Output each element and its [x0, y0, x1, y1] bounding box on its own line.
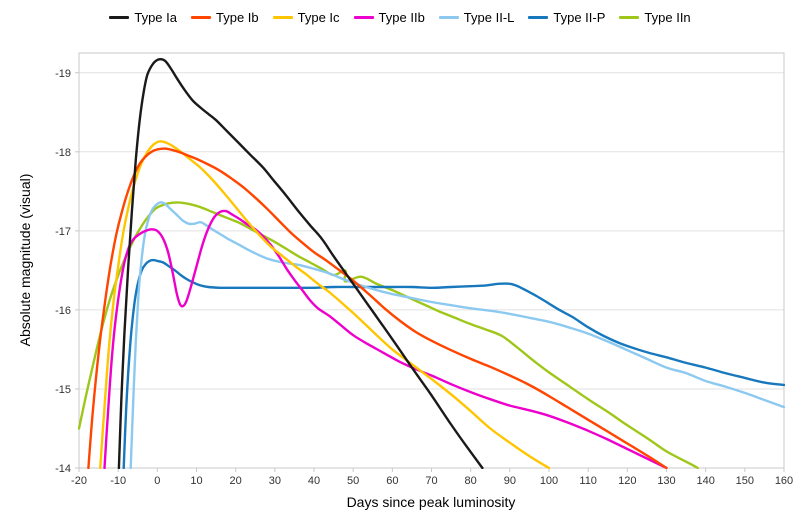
legend-label: Type Ib — [215, 9, 259, 25]
series-curve-type-ii-p — [122, 258, 785, 469]
legend-swatch-icon — [109, 15, 130, 19]
x-tick-label: -10 — [110, 475, 126, 487]
legend-label: Type II-P — [553, 9, 606, 25]
x-tick-label: 150 — [736, 475, 754, 487]
y-tick-label: -18 — [55, 147, 71, 159]
y-tick-label: -19 — [55, 68, 71, 80]
y-tick-label: -14 — [55, 463, 71, 475]
x-tick-label: 80 — [465, 475, 477, 487]
y-tick-label: -15 — [55, 384, 71, 396]
series-curve-type-ib — [87, 147, 668, 469]
legend-label: Type Ia — [134, 9, 177, 25]
legend-swatch-icon — [272, 15, 293, 19]
legend-item-type-ic: Type Ic — [272, 9, 340, 25]
x-tick-label: 130 — [657, 475, 675, 487]
x-tick-label: -20 — [71, 475, 87, 487]
x-tick-label: 140 — [696, 475, 714, 487]
x-tick-label: 60 — [386, 475, 398, 487]
x-tick-label: 30 — [269, 475, 281, 487]
y-axis-title: Absolute magnitude (visual) — [17, 174, 33, 347]
legend-label: Type IIn — [644, 9, 691, 25]
x-tick-label: 70 — [425, 475, 437, 487]
x-tick-label: 160 — [775, 475, 793, 487]
legend-item-type-ii-p: Type II-P — [528, 10, 605, 25]
legend-item-type-ia: Type Ia — [109, 10, 177, 25]
legend-swatch-icon — [438, 15, 459, 19]
x-tick-label: 90 — [504, 475, 516, 487]
x-tick-label: 120 — [618, 475, 636, 487]
legend-swatch-icon — [353, 15, 374, 19]
legend-item-type-ii-l: Type II-L — [438, 9, 515, 25]
legend-swatch-icon — [619, 15, 640, 19]
legend-swatch-icon — [190, 15, 211, 19]
x-tick-label: 10 — [190, 475, 202, 487]
legend-item-type-iin: Type IIn — [619, 9, 691, 25]
series-curve-type-ic — [99, 140, 551, 469]
x-tick-label: 110 — [579, 475, 597, 487]
legend-label: Type II-L — [463, 9, 515, 25]
x-tick-label: 100 — [540, 475, 558, 487]
legend-item-type-iib: Type IIb — [353, 9, 425, 25]
series-curve-type-ii-l — [129, 201, 785, 469]
series-curve-type-ia — [117, 57, 484, 469]
x-tick-label: 50 — [347, 475, 359, 487]
plot-border — [78, 52, 785, 469]
x-tick-label: 0 — [154, 475, 160, 487]
x-axis-title: Days since peak luminosity — [347, 494, 516, 510]
y-tick-label: -16 — [55, 305, 71, 317]
series-curve-type-iib — [103, 209, 668, 469]
y-tick-label: -17 — [55, 226, 71, 238]
x-tick-label: 20 — [230, 475, 242, 487]
legend-item-type-ib: Type Ib — [190, 9, 259, 25]
legend-swatch-icon — [528, 15, 549, 19]
legend: Type Ia Type Ib Type Ic Type IIb Type II-L Ty… — [0, 6, 800, 28]
legend-label: Type Ic — [297, 9, 340, 25]
x-tick-label: 40 — [308, 475, 320, 487]
legend-label: Type IIb — [378, 9, 425, 25]
